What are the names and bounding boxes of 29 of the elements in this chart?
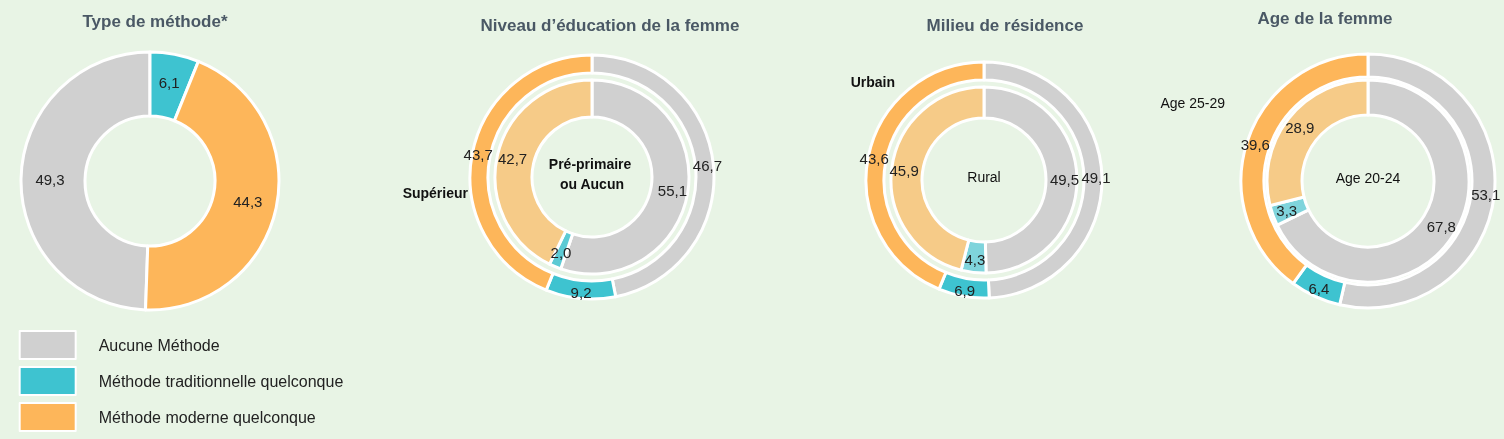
data-label: 6,4 bbox=[1308, 280, 1330, 298]
data-label: 4,3 bbox=[964, 251, 986, 269]
slice-label: Age 20-24 bbox=[1335, 170, 1401, 186]
data-label: 53,1 bbox=[1471, 185, 1501, 203]
data-label: 28,9 bbox=[1285, 119, 1315, 137]
legend-label: Méthode traditionnelle quelconque bbox=[98, 372, 344, 390]
data-label: 49,1 bbox=[1081, 169, 1111, 187]
data-label: 6,9 bbox=[954, 281, 976, 299]
data-label: 3,3 bbox=[1276, 202, 1298, 220]
slice-label: Pré-primaire ou Aucun bbox=[548, 156, 636, 192]
legend-label: Aucune Méthode bbox=[98, 336, 220, 354]
chart-title: Age de la femme bbox=[1257, 9, 1393, 28]
data-label: 49,5 bbox=[1049, 170, 1080, 188]
data-label: 67,8 bbox=[1426, 218, 1456, 236]
chart-title: Milieu de résidence bbox=[926, 16, 1084, 35]
data-label: 6,1 bbox=[158, 74, 180, 92]
data-label: 42,7 bbox=[497, 150, 528, 168]
slice-label: Rural bbox=[967, 169, 1001, 185]
data-label: 49,3 bbox=[35, 170, 65, 188]
data-label: 46,7 bbox=[692, 157, 723, 175]
chart-title: Niveau d’éducation de la femme bbox=[480, 16, 740, 35]
slice-label: Urbain bbox=[850, 74, 895, 90]
data-label: 44,3 bbox=[233, 193, 263, 211]
slice-label: Age 25-29 bbox=[1160, 95, 1226, 111]
legend-label: Méthode moderne quelconque bbox=[98, 408, 316, 426]
data-label: 9,2 bbox=[570, 283, 592, 301]
data-label: 55,1 bbox=[657, 181, 688, 199]
slice-label: Supérieur bbox=[402, 185, 469, 201]
chart-title: Type de méthode* bbox=[82, 12, 228, 31]
